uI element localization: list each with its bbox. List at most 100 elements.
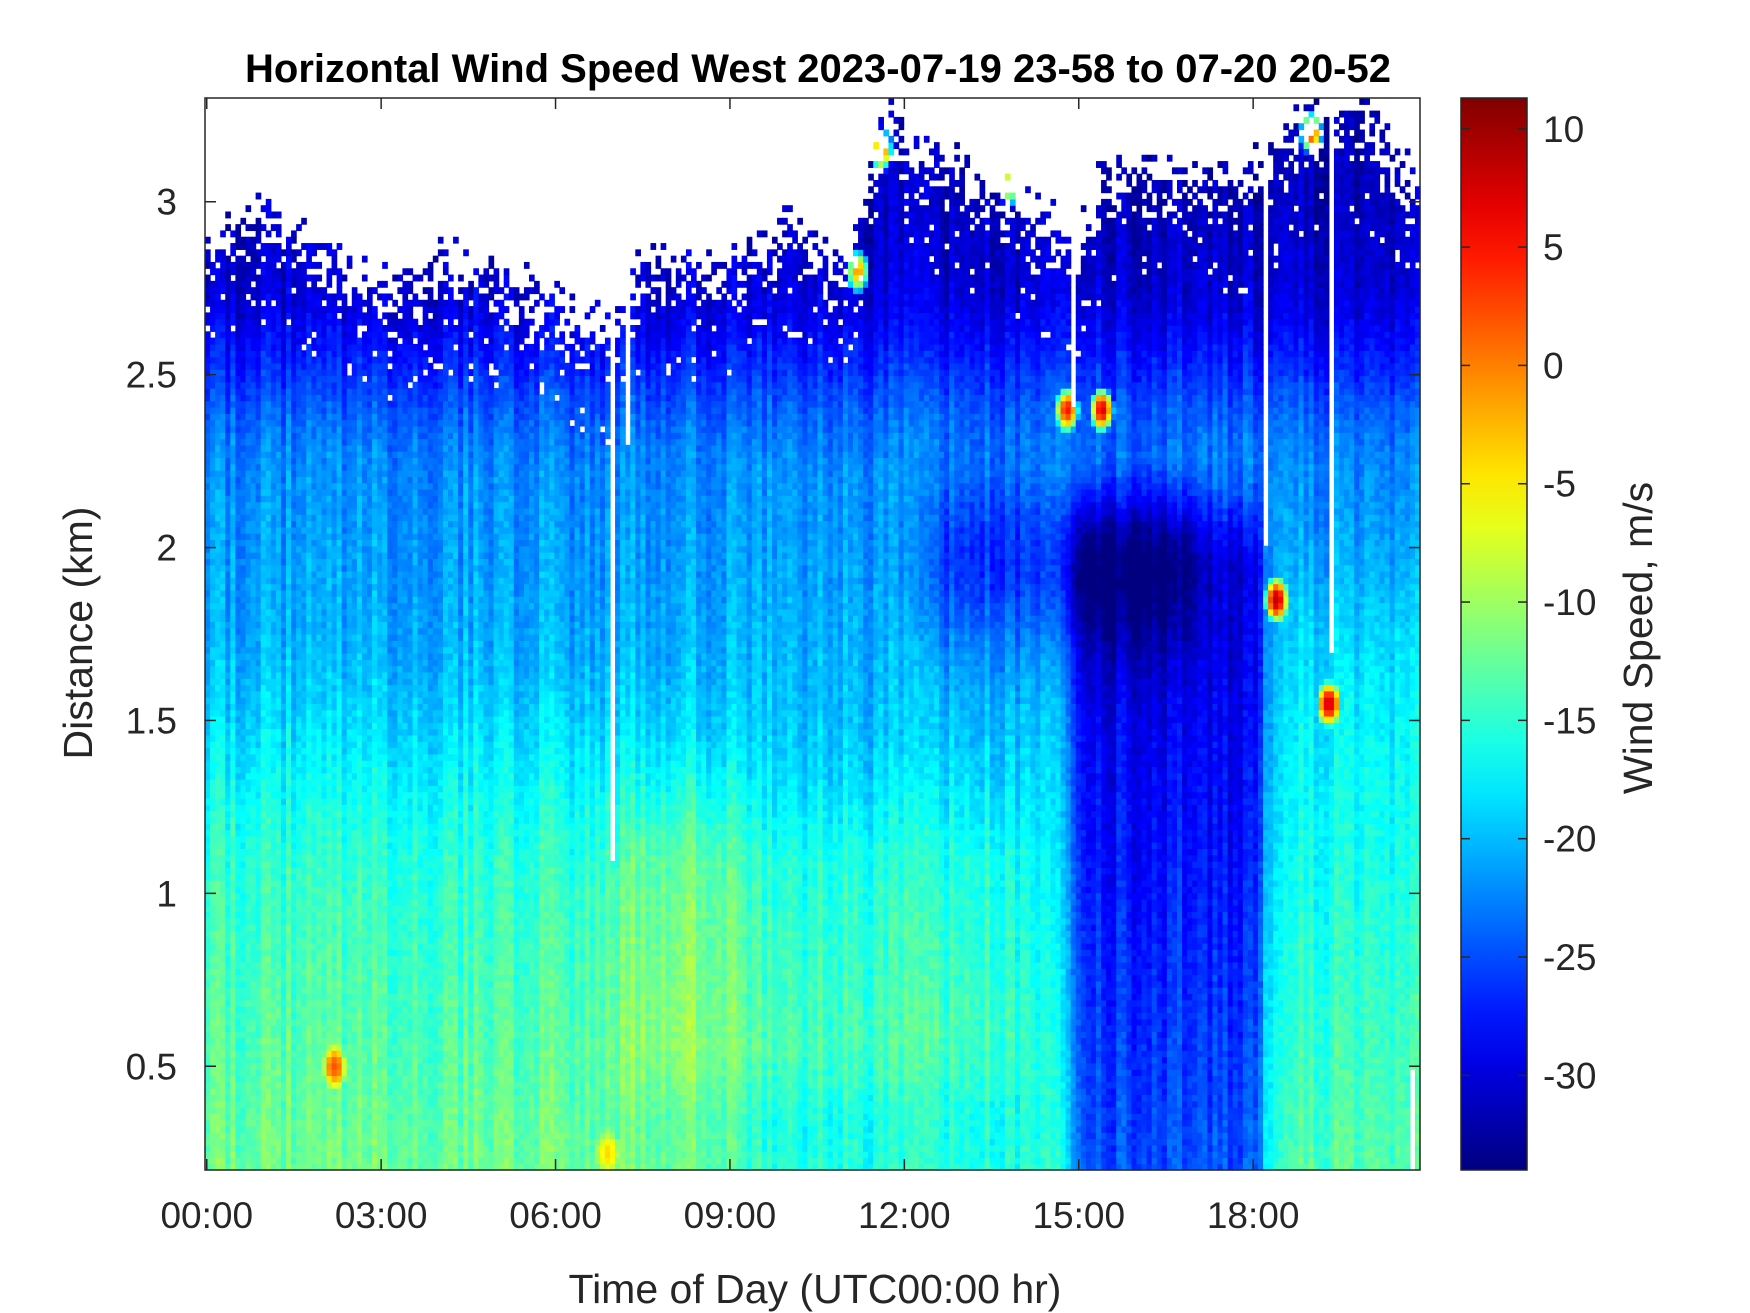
- heatmap-cell: [316, 388, 322, 395]
- heatmap-cell: [357, 300, 363, 307]
- heatmap-cell: [246, 729, 252, 736]
- heatmap-cell: [281, 369, 287, 376]
- heatmap-cell: [281, 476, 287, 483]
- heatmap-cell: [337, 502, 343, 509]
- heatmap-cell: [225, 1063, 231, 1070]
- heatmap-cell: [291, 489, 297, 496]
- heatmap-cell: [251, 256, 257, 263]
- heatmap-cell: [286, 697, 292, 704]
- heatmap-cell: [337, 804, 343, 811]
- heatmap-cell: [220, 867, 226, 874]
- heatmap-cell: [235, 502, 241, 509]
- heatmap-cell: [316, 937, 322, 944]
- heatmap-cell: [342, 678, 348, 685]
- heatmap-cell: [261, 306, 267, 313]
- heatmap-cell: [347, 357, 353, 364]
- heatmap-cell: [225, 1025, 231, 1032]
- heatmap-cell: [220, 811, 226, 818]
- heatmap-cell: [367, 596, 373, 603]
- heatmap-cell: [367, 1132, 373, 1139]
- heatmap-cell: [271, 476, 277, 483]
- heatmap-cell: [306, 520, 312, 527]
- heatmap-cell: [372, 943, 378, 950]
- heatmap-cell: [357, 1138, 363, 1145]
- heatmap-cell: [276, 249, 282, 256]
- heatmap-cell: [337, 735, 343, 742]
- heatmap-cell: [357, 779, 363, 786]
- heatmap-cell: [321, 949, 327, 956]
- heatmap-cell: [215, 1000, 221, 1007]
- heatmap-cell: [276, 1044, 282, 1051]
- heatmap-cell: [261, 590, 267, 597]
- heatmap-cell: [256, 842, 262, 849]
- heatmap-cell: [321, 571, 327, 578]
- heatmap-cell: [205, 319, 211, 326]
- heatmap-cell: [235, 653, 241, 660]
- heatmap-cell: [256, 1031, 262, 1038]
- heatmap-cell: [276, 817, 282, 824]
- heatmap-cell: [296, 993, 302, 1000]
- heatmap-cell: [347, 817, 353, 824]
- heatmap-cell: [205, 785, 211, 792]
- heatmap-cell: [210, 918, 216, 925]
- heatmap-cell: [230, 741, 236, 748]
- heatmap-cell: [367, 539, 373, 546]
- heatmap-cell: [301, 615, 307, 622]
- heatmap-cell: [215, 722, 221, 729]
- heatmap-cell: [377, 911, 383, 918]
- heatmap-cell: [215, 401, 221, 408]
- heatmap-cell: [225, 319, 231, 326]
- heatmap-cell: [342, 1151, 348, 1158]
- heatmap-cell: [372, 407, 378, 414]
- heatmap-cell: [266, 1107, 272, 1114]
- heatmap-cell: [256, 937, 262, 944]
- heatmap-cell: [235, 848, 241, 855]
- heatmap-cell: [240, 539, 246, 546]
- heatmap-cell: [261, 1019, 267, 1026]
- heatmap-cell: [220, 432, 226, 439]
- heatmap-cell: [306, 552, 312, 559]
- heatmap-cell: [357, 1050, 363, 1057]
- heatmap-cell: [230, 1069, 236, 1076]
- heatmap-cell: [357, 533, 363, 540]
- heatmap-cell: [271, 212, 277, 219]
- heatmap-cell: [281, 571, 287, 578]
- heatmap-cell: [276, 590, 282, 597]
- heatmap-cell: [281, 918, 287, 925]
- heatmap-cell: [347, 539, 353, 546]
- heatmap-cell: [246, 968, 252, 975]
- heatmap-cell: [210, 1075, 216, 1082]
- heatmap-cell: [235, 602, 241, 609]
- heatmap-cell: [261, 394, 267, 401]
- heatmap-cell: [235, 691, 241, 698]
- heatmap-cell: [240, 584, 246, 591]
- heatmap-cell: [225, 596, 231, 603]
- heatmap-cell: [291, 432, 297, 439]
- heatmap-cell: [235, 565, 241, 572]
- heatmap-cell: [291, 621, 297, 628]
- heatmap-cell: [220, 331, 226, 338]
- heatmap-cell: [271, 1120, 277, 1127]
- heatmap-cell: [246, 596, 252, 603]
- heatmap-cell: [357, 502, 363, 509]
- heatmap-cell: [306, 867, 312, 874]
- heatmap-cell: [266, 1088, 272, 1095]
- heatmap-cell: [362, 741, 368, 748]
- heatmap-cell: [306, 256, 312, 263]
- heatmap-cell: [276, 394, 282, 401]
- heatmap-cell: [210, 880, 216, 887]
- heatmap-cell: [296, 640, 302, 647]
- heatmap-cell: [230, 710, 236, 717]
- heatmap-cell: [352, 943, 358, 950]
- heatmap-cell: [251, 735, 257, 742]
- heatmap-cell: [301, 483, 307, 490]
- heatmap-cell: [367, 779, 373, 786]
- heatmap-cell: [261, 678, 267, 685]
- heatmap-cell: [311, 855, 317, 862]
- heatmap-cell: [225, 539, 231, 546]
- heatmap-cell: [301, 918, 307, 925]
- heatmap-cell: [342, 653, 348, 660]
- heatmap-cell: [306, 432, 312, 439]
- heatmap-cell: [311, 653, 317, 660]
- heatmap-cell: [337, 678, 343, 685]
